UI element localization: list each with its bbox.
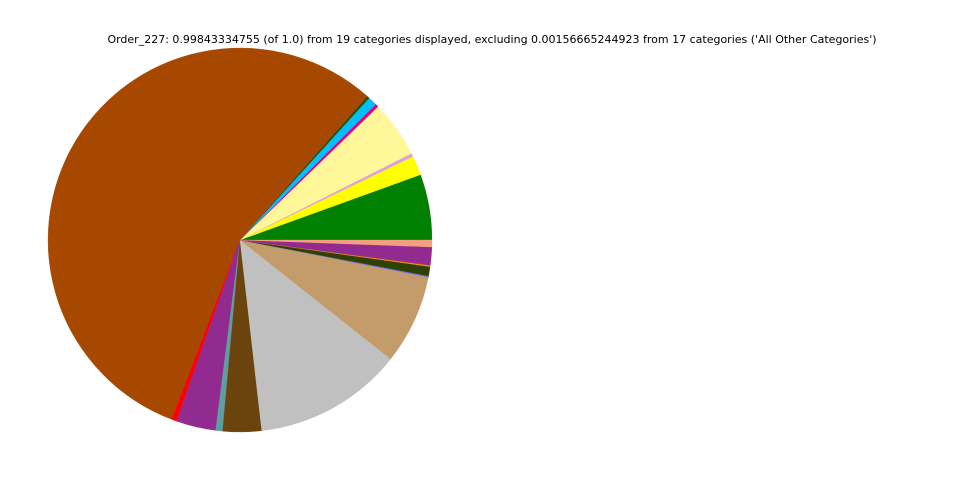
pie-slice-7 <box>47 47 368 420</box>
pie-slice-12 <box>239 239 391 431</box>
pie-slice-18 <box>239 239 433 248</box>
chart-title: Order_227: 0.99843334755 (of 1.0) from 1… <box>107 33 877 46</box>
